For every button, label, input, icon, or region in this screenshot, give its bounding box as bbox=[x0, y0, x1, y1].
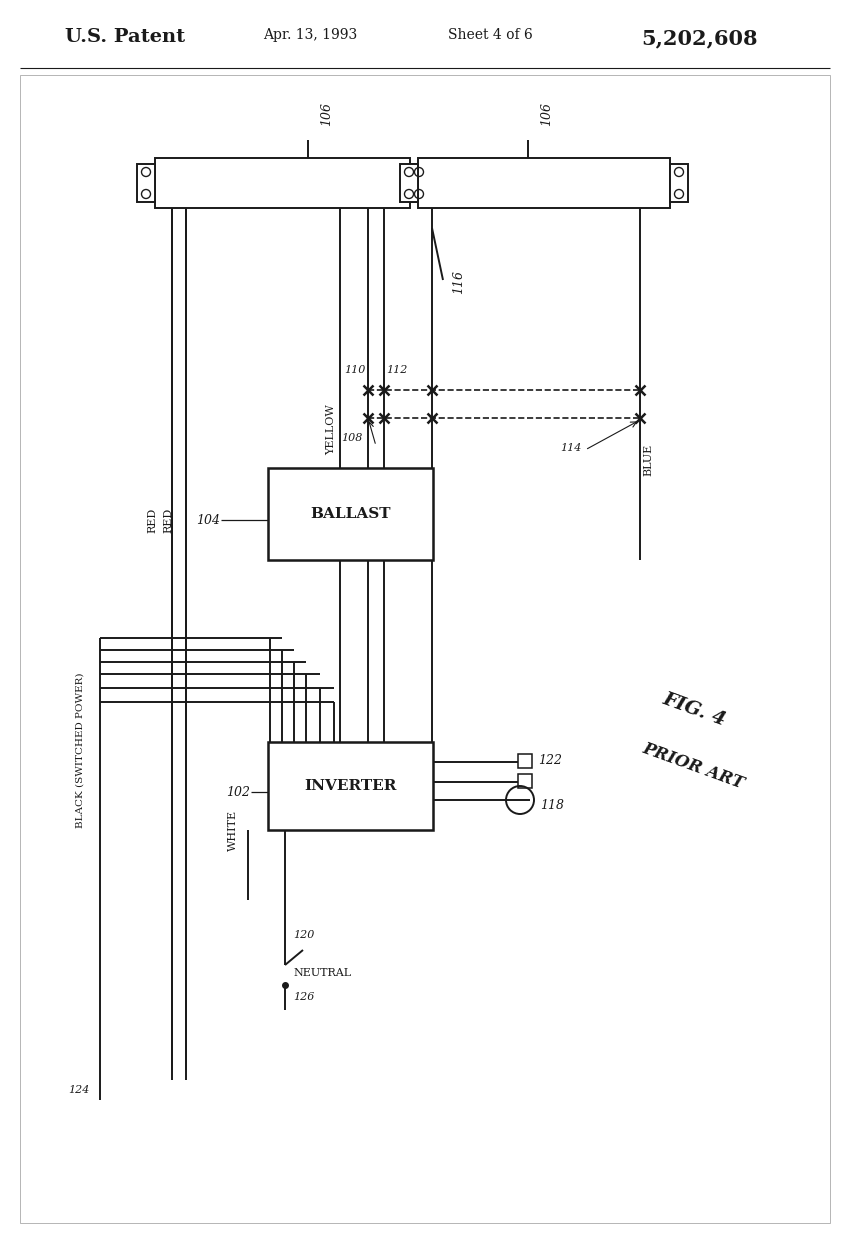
Text: PRIOR ART: PRIOR ART bbox=[640, 739, 746, 793]
Text: U.S. Patent: U.S. Patent bbox=[65, 27, 185, 46]
Bar bbox=[670, 165, 688, 202]
Bar bbox=[410, 165, 428, 202]
Text: INVERTER: INVERTER bbox=[304, 779, 397, 793]
Text: 118: 118 bbox=[540, 798, 564, 812]
Bar bbox=[518, 754, 532, 768]
Text: Sheet 4 of 6: Sheet 4 of 6 bbox=[448, 27, 532, 42]
Text: FIG. 4: FIG. 4 bbox=[660, 689, 728, 729]
Text: 106: 106 bbox=[540, 102, 553, 126]
Text: YELLOW: YELLOW bbox=[326, 405, 336, 456]
Text: NEUTRAL: NEUTRAL bbox=[293, 968, 351, 978]
Text: RED: RED bbox=[147, 507, 157, 532]
Text: 106: 106 bbox=[320, 102, 333, 126]
Text: 126: 126 bbox=[293, 992, 314, 1002]
Bar bbox=[400, 165, 418, 202]
Bar bbox=[268, 742, 433, 831]
Text: 102: 102 bbox=[226, 786, 250, 798]
Text: 124: 124 bbox=[69, 1085, 90, 1095]
Bar bbox=[155, 159, 410, 209]
Text: 104: 104 bbox=[196, 513, 220, 527]
Bar bbox=[137, 165, 155, 202]
Text: WHITE: WHITE bbox=[228, 809, 238, 851]
Bar bbox=[268, 468, 433, 560]
Text: Apr. 13, 1993: Apr. 13, 1993 bbox=[263, 27, 357, 42]
Bar bbox=[518, 774, 532, 788]
Text: 122: 122 bbox=[538, 754, 562, 767]
Text: 116: 116 bbox=[452, 270, 465, 294]
Text: 108: 108 bbox=[342, 433, 363, 443]
Text: 114: 114 bbox=[560, 443, 581, 453]
Text: BLUE: BLUE bbox=[643, 443, 653, 476]
Text: 5,202,608: 5,202,608 bbox=[642, 27, 758, 47]
Bar bbox=[418, 159, 670, 209]
Text: BLACK (SWITCHED POWER): BLACK (SWITCHED POWER) bbox=[76, 672, 84, 828]
Text: 120: 120 bbox=[293, 931, 314, 940]
Text: 110: 110 bbox=[344, 365, 366, 375]
Text: 112: 112 bbox=[386, 365, 407, 375]
Text: RED: RED bbox=[163, 507, 173, 532]
Text: BALLAST: BALLAST bbox=[310, 507, 391, 521]
